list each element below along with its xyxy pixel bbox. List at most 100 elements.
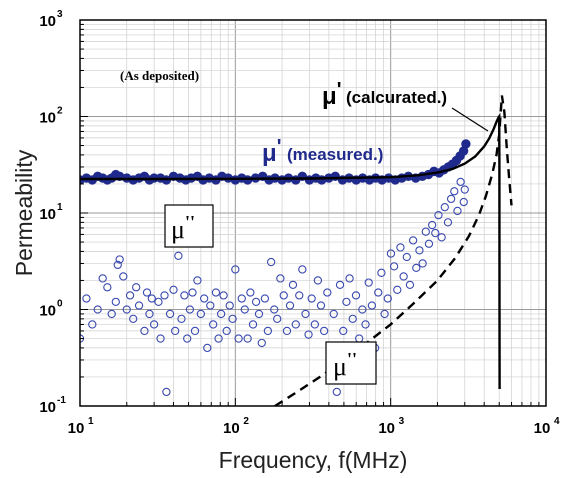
x-tick-exponent: 3: [399, 416, 405, 427]
mu-double-prime-measured-point: [405, 280, 415, 290]
mu-double-prime-calculated-label: μ'': [325, 341, 377, 385]
mu-double-prime-measured-point: [377, 268, 386, 277]
mu-double-prime-measured-point: [211, 288, 221, 297]
mu-double-prime-calculated-curve: [274, 95, 513, 406]
mu-double-prime-measured-point: [180, 291, 189, 300]
mu-double-prime-measured-point: [219, 291, 228, 300]
mu-double-prime-measured-point: [443, 218, 453, 227]
axis-ticks: 10 1 10 2 10 3 10 410 -110 010 110 210 3: [39, 9, 560, 437]
mu-double-prime-measured-point: [348, 314, 357, 324]
mu-double-prime-measured-point: [228, 314, 237, 324]
mu-double-prime-measured-point: [149, 320, 159, 329]
mu-double-prime-measured-point: [339, 326, 348, 336]
mu-double-prime-measured-point: [169, 285, 178, 294]
mu-double-prime-measured-point: [225, 301, 234, 310]
y-tick-exponent: 3: [57, 9, 63, 20]
mu-double-prime-measured-point: [214, 334, 223, 343]
mu-double-prime-measured-point: [93, 305, 102, 314]
mu-double-prime-measured-point: [185, 305, 195, 314]
mu-double-prime-measured-point: [209, 320, 218, 329]
mu-double-prime-measured-point: [389, 262, 399, 271]
mu-double-prime-measured-point: [282, 326, 292, 336]
y-tick-label: 10: [39, 399, 56, 416]
mu-double-prime-measured-point: [313, 276, 323, 285]
mu-double-prime-measured-point: [147, 294, 156, 303]
double-prime-mark: '': [185, 212, 195, 232]
label-box: [325, 341, 377, 385]
svg-text:μ': μ': [322, 79, 341, 110]
mu-double-prime-measured-point: [162, 387, 171, 397]
mu-double-prime-measured-point: [222, 326, 231, 336]
mu-double-prime-measured-point: [434, 210, 443, 220]
mu-symbol: μ: [333, 352, 347, 381]
x-tick-label: 10: [223, 420, 240, 437]
mu-double-prime-measured-point: [276, 274, 285, 283]
mu-double-prime-measured-point: [361, 320, 370, 329]
x-tick-label: 10: [534, 420, 551, 437]
mu-double-prime-measured-point: [301, 309, 310, 319]
y-tick-label: 10: [39, 13, 56, 30]
mu-double-prime-measured-point: [408, 236, 418, 245]
mu-double-prime-measured-point: [251, 297, 261, 307]
mu-double-prime-measured-point: [304, 330, 313, 339]
mu-double-prime-measured-point: [412, 263, 421, 273]
svg-text:μ'': μ'': [333, 349, 357, 381]
mu-double-prime-measured-point: [132, 283, 141, 292]
x-tick-label: 10: [68, 420, 85, 437]
mu-double-prime-measured-point: [460, 185, 469, 194]
label-box: [164, 204, 214, 248]
mu-symbol: μ: [322, 83, 337, 110]
mu-double-prime-measured-point: [427, 220, 437, 230]
mu-double-prime-measured-point: [266, 257, 276, 267]
mu-double-prime-measured-point: [288, 280, 298, 290]
mu-double-prime-measured-point: [188, 288, 197, 297]
mu-double-prime-measured-point: [160, 291, 169, 300]
mu-double-prime-measured-point: [216, 309, 226, 319]
mu-double-prime-measured-point: [291, 320, 300, 329]
x-tick-exponent: 4: [554, 416, 560, 427]
y-tick-exponent: 2: [57, 106, 63, 117]
calculated-text: (calcurated.): [346, 88, 447, 107]
mu-double-prime-measured-point: [393, 285, 402, 294]
mu-double-prime-measured-point: [323, 288, 332, 297]
prime-mark: ': [337, 79, 342, 101]
mu-double-prime-measured-point: [240, 305, 249, 314]
prime-mark: ': [277, 136, 282, 158]
mu-double-prime-measured-point: [140, 326, 149, 336]
mu-symbol: μ: [171, 215, 185, 244]
mu-double-prime-measured-point: [453, 206, 462, 216]
y-tick-label: 10: [39, 206, 56, 223]
mu-double-prime-measured-point: [295, 291, 304, 300]
mu-double-prime-measured-point: [335, 280, 345, 290]
mu-double-prime-measured-point: [156, 334, 165, 343]
sample-condition-label: (As deposited): [120, 68, 199, 83]
mu-double-prime-measured-point: [154, 297, 163, 307]
x-tick-exponent: 1: [88, 416, 94, 427]
calculated-leader-line: [451, 107, 489, 132]
mu-double-prime-measured-point: [342, 297, 351, 307]
mu-double-prime-measured-point: [415, 246, 424, 255]
mu-double-prime-measured-point: [254, 309, 264, 319]
mu-double-prime-measured-point: [396, 243, 405, 252]
mu-double-prime-measured-point: [351, 291, 361, 300]
series-layer: [80, 95, 513, 406]
mu-double-prime-measured-point: [115, 255, 124, 264]
mu-double-prime-measured-point: [374, 288, 383, 297]
mu-double-prime-measured-point: [200, 294, 209, 303]
y-tick-exponent: 0: [57, 299, 63, 310]
mu-double-prime-measured-point: [190, 326, 200, 336]
svg-text:μ'': μ'': [171, 212, 195, 244]
mu-double-prime-measured-point: [263, 326, 273, 336]
mu-double-prime-measured-point: [203, 343, 212, 353]
mu-double-prime-measured-point: [367, 301, 377, 310]
mu-double-prime-measured-point: [285, 301, 295, 310]
mu-double-prime-measured-point: [450, 187, 459, 196]
mu-double-prime-measured-point: [459, 197, 468, 207]
mu-double-prime-measured-point: [307, 294, 316, 303]
mu-double-prime-measured-point: [298, 265, 307, 274]
mu-prime-measured-point: [461, 139, 471, 149]
mu-double-prime-measured-point: [129, 314, 138, 324]
mu-symbol: μ: [262, 140, 277, 167]
x-axis-label: Frequency, f(MHz): [219, 447, 408, 473]
